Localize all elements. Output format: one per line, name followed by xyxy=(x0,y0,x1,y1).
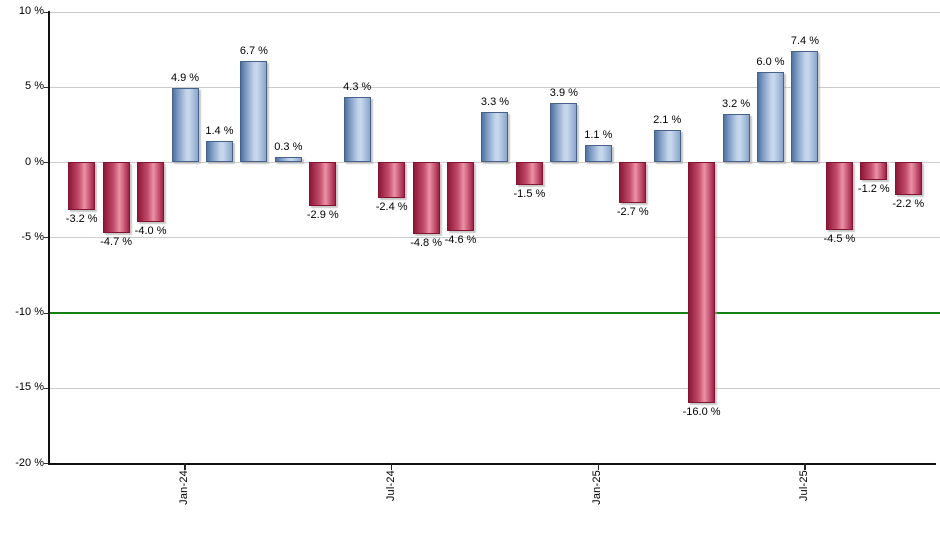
bar-value-label: 0.3 % xyxy=(274,141,303,154)
y-tick xyxy=(44,162,48,163)
bar-value-label: -2.4 % xyxy=(375,201,408,214)
x-tick xyxy=(597,463,600,470)
bar-value-label: 4.9 % xyxy=(170,72,200,85)
bar-value-label: -1.5 % xyxy=(513,187,546,200)
bar xyxy=(619,162,647,203)
bar-value-label: 6.0 % xyxy=(756,55,785,68)
bar-value-label: -2.2 % xyxy=(892,198,925,211)
x-tick-label: Jan-25 xyxy=(591,470,604,505)
bar-value-label: 2.1 % xyxy=(653,114,682,127)
bar-value-label: -2.7 % xyxy=(616,205,649,218)
y-tick-label: -15 % xyxy=(15,381,44,394)
bar xyxy=(515,162,543,185)
x-tick-label: Jul-24 xyxy=(384,470,397,502)
y-tick-label: 10 % xyxy=(18,5,44,17)
bar-value-label: -16.0 % xyxy=(682,405,721,418)
bar xyxy=(584,145,612,162)
y-tick xyxy=(44,11,48,13)
y-tick-label: 5 % xyxy=(25,80,44,93)
y-tick xyxy=(44,86,48,88)
bar xyxy=(205,140,233,162)
y-tick xyxy=(44,237,48,239)
bar-value-label: -4.5 % xyxy=(823,232,856,245)
bar xyxy=(412,162,440,235)
bar-value-label: -4.6 % xyxy=(444,234,477,247)
bar-value-label: 6.7 % xyxy=(239,45,268,58)
x-axis-line xyxy=(48,463,936,465)
y-tick xyxy=(44,463,48,464)
bar xyxy=(274,157,302,162)
y-tick-label: 0 % xyxy=(25,155,44,168)
x-tick xyxy=(804,463,806,470)
bar xyxy=(860,162,888,181)
bar-value-label: 3.3 % xyxy=(480,96,510,109)
bar-value-label: -4.0 % xyxy=(134,225,167,238)
bar xyxy=(791,50,819,162)
y-tick-label: -10 % xyxy=(15,306,44,318)
bar xyxy=(240,61,268,162)
y-gridline xyxy=(50,86,940,88)
bar-value-label: 1.4 % xyxy=(205,124,234,137)
x-tick xyxy=(184,463,186,470)
y-gridline xyxy=(50,237,940,239)
bar-value-label: 7.4 % xyxy=(790,34,820,47)
x-tick xyxy=(390,463,393,470)
bar-value-label: -2.9 % xyxy=(306,208,339,221)
bar-value-label: -1.2 % xyxy=(857,183,890,196)
reference-line xyxy=(50,312,940,314)
y-tick xyxy=(44,387,48,389)
bar-value-label: -4.8 % xyxy=(410,237,442,250)
y-tick-label: -5 % xyxy=(21,230,44,243)
bar xyxy=(171,88,199,162)
bar xyxy=(102,162,130,233)
bar-value-label: 4.3 % xyxy=(343,81,372,94)
bar xyxy=(309,162,337,206)
bar-value-label: 1.1 % xyxy=(584,129,613,142)
bar xyxy=(894,162,922,196)
bar xyxy=(688,162,716,403)
x-tick-label: Jan-24 xyxy=(178,470,191,505)
x-tick-label: Jul-25 xyxy=(797,470,810,502)
bar-value-label: 3.2 % xyxy=(721,97,751,110)
bar xyxy=(825,162,853,230)
bar-value-label: -4.7 % xyxy=(100,235,133,248)
y-gridline xyxy=(50,11,940,13)
bar xyxy=(550,103,578,162)
bar xyxy=(137,162,165,223)
y-gridline xyxy=(50,387,940,389)
bar xyxy=(722,113,750,162)
y-axis-line xyxy=(48,11,50,464)
bar xyxy=(378,162,406,199)
y-tick-label: -20 % xyxy=(15,456,44,469)
bar xyxy=(447,162,475,232)
bar xyxy=(757,71,784,162)
bar-value-label: -3.2 % xyxy=(65,213,98,226)
y-gridline xyxy=(50,162,940,163)
bar xyxy=(68,162,96,211)
y-tick xyxy=(44,312,48,314)
bar xyxy=(343,97,371,162)
bar-value-label: 3.9 % xyxy=(549,87,578,100)
bar xyxy=(481,112,509,162)
bar xyxy=(653,130,681,162)
